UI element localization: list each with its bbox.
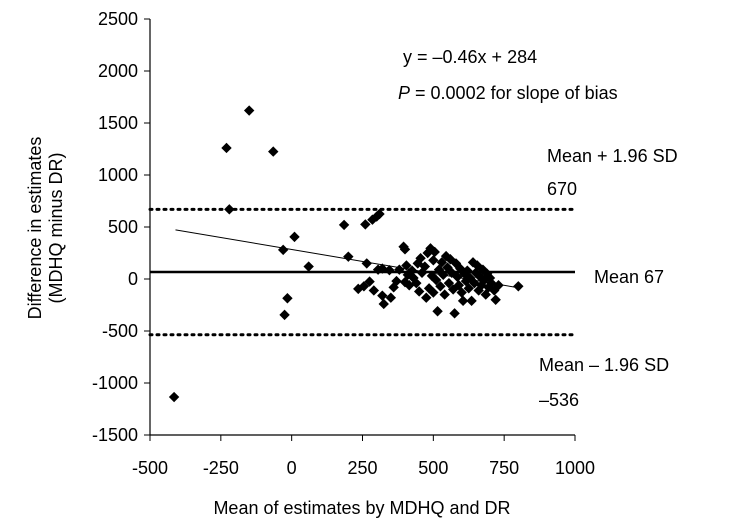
x-axis-ticks: -500 -250 0 250 500 750 1000 xyxy=(132,435,595,478)
data-point xyxy=(428,287,439,298)
y-tick-label: 500 xyxy=(108,217,138,237)
y-axis-title-line1: Difference in estimates xyxy=(25,137,45,320)
data-point xyxy=(513,281,524,292)
data-point xyxy=(377,263,388,274)
y-axis-title-line2: (MDHQ minus DR) xyxy=(46,153,66,304)
upper-loa-value: 670 xyxy=(547,179,577,199)
data-point xyxy=(439,289,450,300)
data-point xyxy=(428,255,439,266)
y-axis-ticks: 2500 2000 1500 1000 500 0 -500 -1000 -1500 xyxy=(92,9,150,445)
data-point xyxy=(374,208,385,220)
data-point xyxy=(411,277,422,289)
lower-loa-value: –536 xyxy=(539,390,579,410)
data-point xyxy=(338,219,350,231)
data-point xyxy=(419,261,431,272)
data-point xyxy=(277,244,289,256)
data-point xyxy=(436,257,448,268)
data-point xyxy=(168,391,180,403)
data-point xyxy=(384,264,395,276)
data-point xyxy=(457,295,469,307)
data-point xyxy=(456,287,467,298)
y-tick-label: -500 xyxy=(102,321,138,341)
data-point xyxy=(430,274,442,286)
p-value-text: = 0.0002 for slope of bias xyxy=(410,83,618,103)
regression-equation: y = –0.46x + 284 xyxy=(403,47,537,67)
y-tick-label: 2000 xyxy=(98,61,138,81)
x-tick-label: 0 xyxy=(287,458,297,478)
x-tick-label: -500 xyxy=(132,458,168,478)
data-point xyxy=(415,253,426,264)
data-point xyxy=(268,146,279,157)
data-point xyxy=(490,294,501,305)
x-axis-title: Mean of estimates by MDHQ and DR xyxy=(213,498,510,518)
data-point xyxy=(279,309,290,321)
data-point xyxy=(364,276,375,287)
x-tick-label: -250 xyxy=(203,458,239,478)
data-point xyxy=(343,251,354,262)
data-point xyxy=(243,105,255,116)
data-point xyxy=(432,306,443,317)
data-point xyxy=(368,285,380,296)
data-point xyxy=(438,269,449,281)
data-point xyxy=(466,295,477,307)
data-point xyxy=(303,261,314,272)
p-label: P xyxy=(398,83,410,103)
data-point xyxy=(493,280,504,291)
data-point xyxy=(394,264,405,275)
y-tick-label: 1000 xyxy=(98,165,138,185)
x-tick-label: 1000 xyxy=(555,458,595,478)
data-point xyxy=(435,281,446,292)
y-tick-label: -1500 xyxy=(92,425,138,445)
data-point xyxy=(377,290,388,301)
x-tick-label: 500 xyxy=(418,458,448,478)
data-point xyxy=(413,286,425,297)
data-point xyxy=(289,231,300,243)
p-value-annotation: P = 0.0002 for slope of bias xyxy=(398,83,618,103)
mean-label: Mean 67 xyxy=(594,267,664,287)
data-points xyxy=(168,105,524,403)
data-point xyxy=(391,275,402,287)
data-point xyxy=(421,292,432,303)
data-point xyxy=(406,265,418,276)
data-point xyxy=(378,298,389,310)
data-point xyxy=(449,308,460,319)
data-point xyxy=(401,260,412,271)
data-point xyxy=(224,204,235,215)
data-point xyxy=(443,277,455,289)
y-tick-label: 2500 xyxy=(98,9,138,29)
data-point xyxy=(463,283,474,294)
y-axis-title: Difference in estimates (MDHQ minus DR) xyxy=(25,137,66,320)
data-point xyxy=(361,258,372,269)
y-tick-label: -1000 xyxy=(92,373,138,393)
y-tick-label: 1500 xyxy=(98,113,138,133)
data-point xyxy=(360,219,371,230)
y-tick-label: 0 xyxy=(128,269,138,289)
x-tick-label: 750 xyxy=(489,458,519,478)
upper-loa-label: Mean + 1.96 SD xyxy=(547,146,678,166)
data-point xyxy=(429,246,440,258)
data-point xyxy=(399,244,411,255)
x-tick-label: 250 xyxy=(347,458,377,478)
data-point xyxy=(221,142,232,154)
lower-loa-label: Mean – 1.96 SD xyxy=(539,355,669,375)
data-point xyxy=(385,292,397,303)
data-point xyxy=(367,214,378,225)
data-point xyxy=(282,293,293,304)
